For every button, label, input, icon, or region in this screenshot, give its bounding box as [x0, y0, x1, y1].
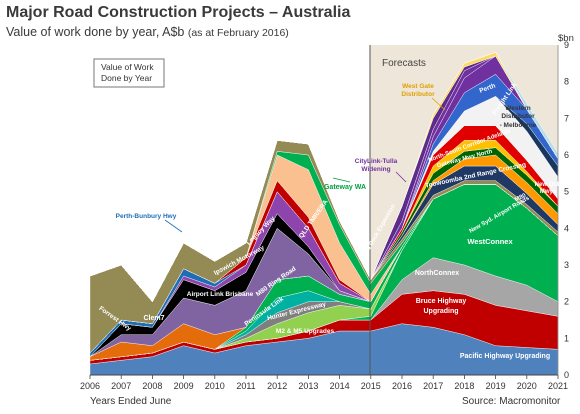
legend-box-line-2: Done by Year	[101, 73, 152, 83]
x-tick-label: 2017	[423, 381, 443, 391]
area-label-16: Gateway WA	[324, 184, 366, 191]
source-note: Source: Macromonitor	[462, 396, 561, 407]
area-label-33: Mwys	[540, 189, 557, 195]
x-tick-label: 2012	[267, 381, 287, 391]
y-tick-label: 3	[564, 260, 569, 270]
area-label-0: Pacific Highway Upgrading	[460, 353, 550, 360]
y-tick-label: 6	[564, 150, 569, 160]
x-tick-label: 2007	[111, 381, 131, 391]
area-label-28: Distributor	[501, 113, 535, 120]
legend-box	[93, 58, 165, 88]
area-label-27: Western	[505, 105, 531, 112]
area-label-4: WestConnex	[467, 237, 513, 246]
leader-line	[395, 171, 407, 183]
x-tick-label: 2020	[517, 381, 537, 391]
forecast-label: Forecasts	[382, 58, 426, 69]
y-tick-label: 0	[564, 370, 569, 380]
x-tick-label: 2018	[454, 381, 474, 391]
area-label-10: Airport Link Brisbane	[187, 291, 254, 298]
y-tick-label: 9	[564, 40, 569, 50]
area-label-20: West Gate	[402, 83, 434, 90]
axes-group: 2006 2007 2008 2009 2010 2011 2012 2013 2014 2015…	[80, 40, 569, 391]
area-series-group	[89, 52, 559, 376]
y-tick-label: 5	[564, 187, 569, 197]
y-tick-label: 1	[564, 333, 569, 343]
leader-line	[164, 219, 183, 233]
x-axis-caption: Years Ended June	[90, 396, 172, 407]
area-label-21: Distributor	[401, 91, 435, 98]
x-tick-label: 2009	[174, 381, 194, 391]
y-tick-label: 8	[564, 77, 569, 87]
area-label-17: CityLink-Tulla	[355, 158, 398, 165]
x-tick-label: 2014	[330, 381, 350, 391]
area-label-2: Upgrading	[424, 308, 459, 315]
x-tick-label: 2021	[548, 381, 568, 391]
area-label-9: Clem7	[143, 315, 164, 322]
subtitle-note: (as at February 2016)	[187, 27, 289, 39]
area-label-18: Widening	[361, 166, 390, 173]
area-label-3: NorthConnex	[415, 270, 459, 277]
y-tick-label: 7	[564, 113, 569, 123]
area-label-1: Bruce Highway	[416, 298, 467, 305]
y-tick-label: 2	[564, 297, 569, 307]
x-tick-label: 2010	[205, 381, 225, 391]
area-label-6: M2 & M5 Upgrades	[276, 328, 335, 335]
area-label-29: - Melbourne	[500, 122, 537, 129]
subtitle-main: Value of work done by year, A$b	[6, 25, 185, 39]
chart-subtitle: Value of work done by year, A$b (as at F…	[6, 25, 289, 39]
x-tick-label: 2008	[142, 381, 162, 391]
area-label-24: M80	[514, 193, 528, 204]
y-tick-label: 4	[564, 223, 569, 233]
x-tick-label: 2011	[236, 381, 255, 391]
area-label-32: New QLD	[535, 182, 562, 188]
chart-title: Major Road Construction Projects – Austr…	[6, 4, 351, 21]
x-tick-label: 2006	[80, 381, 100, 391]
x-tick-label: 2016	[392, 381, 412, 391]
legend-box-line-1: Value of Work	[101, 62, 154, 72]
x-tick-label: 2015	[361, 381, 381, 391]
leader-line	[332, 177, 351, 183]
y-unit-label: $bn	[558, 33, 574, 44]
area-label-13: Perth-Bunbury Hwy	[116, 213, 177, 220]
x-tick-label: 2013	[298, 381, 318, 391]
x-tick-label: 2019	[486, 381, 506, 391]
leader-line	[431, 97, 446, 111]
